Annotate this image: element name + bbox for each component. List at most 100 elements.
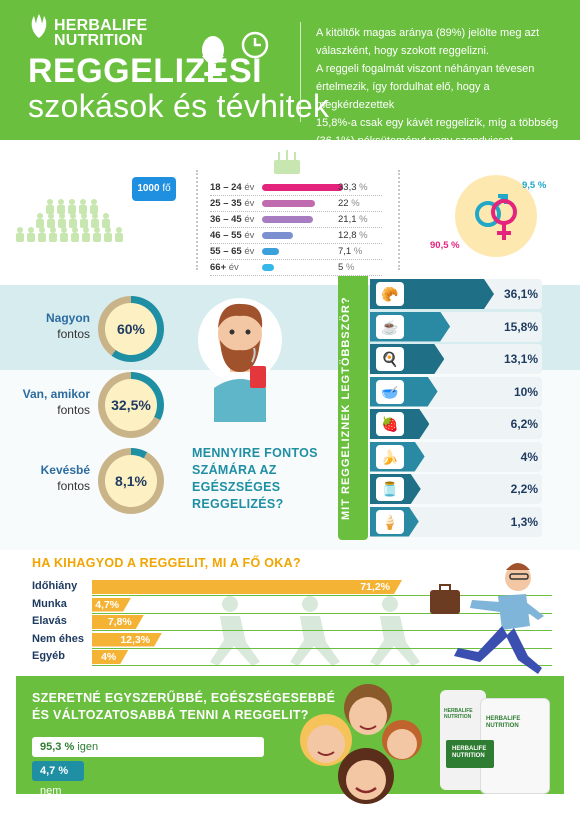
skip-question: HA KIHAGYOD A REGGELIT, MI A FŐ OKA? xyxy=(32,556,301,570)
breakfast-percentage: 13,1% xyxy=(503,352,538,366)
age-bar-track xyxy=(262,184,374,191)
pct-sign: % xyxy=(351,198,360,209)
age-pct-value: 22 xyxy=(338,198,349,209)
respondent-count-bubble: 1000 fő xyxy=(132,177,176,201)
age-unit: év xyxy=(228,262,239,273)
age-percentage: 12,8 % xyxy=(338,230,368,241)
pct-sign: % xyxy=(359,230,368,241)
age-range-text: 25 – 35 xyxy=(210,198,242,209)
age-percentage: 22 % xyxy=(338,198,360,209)
smiling-people-group-illustration xyxy=(300,684,422,804)
product-label-band xyxy=(446,740,494,768)
age-percentage: 7,1 % xyxy=(338,246,362,257)
header-divider xyxy=(300,22,301,122)
logo-line1: HERBALIFE xyxy=(54,17,148,34)
importance-label: Van, amikor fontos xyxy=(20,386,90,418)
age-range: 55 – 65 év xyxy=(210,246,254,257)
age-range-text: 36 – 45 xyxy=(210,214,242,225)
age-row: 55 – 65 év 7,1 % xyxy=(210,244,382,260)
age-pct-value: 33,3 xyxy=(338,182,357,193)
cereal-bowl-icon: 🥣 xyxy=(376,379,404,404)
age-range: 18 – 24 év xyxy=(210,182,254,193)
age-pct-value: 7,1 xyxy=(338,246,352,257)
importance-ring: 8,1% xyxy=(98,448,164,514)
product-logo-line: NUTRITION xyxy=(444,714,472,720)
age-unit: év xyxy=(244,198,255,209)
running-silhouettes-illustration xyxy=(210,596,420,666)
gender-circle xyxy=(455,175,537,257)
age-bar-track xyxy=(262,248,374,255)
skip-row-line xyxy=(92,665,552,666)
age-bar-track xyxy=(262,232,374,239)
skip-reason-label: Munka xyxy=(32,597,67,610)
brand-logo-text: HERBALIFE NUTRITION xyxy=(54,17,148,49)
age-bar xyxy=(262,216,314,223)
no-label: nem xyxy=(40,785,62,797)
skip-reason-percentage: 12,3% xyxy=(120,633,151,646)
breakfast-vertical-label: MIT REGGELIZNEK LEGTÖBBSZÖR? xyxy=(340,296,352,520)
breakfast-row: 🍓 6,2% xyxy=(370,409,542,439)
age-range-text: 66+ xyxy=(210,262,227,273)
breakfast-row: ☕ 15,8% xyxy=(370,311,542,342)
age-row: 18 – 24 év 33,3 % xyxy=(210,180,382,196)
skip-reason-label: Egyéb xyxy=(32,650,66,662)
section-divider xyxy=(196,170,198,270)
female-percentage: 90,5 % xyxy=(430,240,460,251)
page-title: REGGELIZÉSI xyxy=(28,52,263,90)
importance-question: MENNYIRE FONTOS SZÁMÁRA AZ EGÉSZSÉGES RE… xyxy=(192,445,318,513)
improve-breakfast-question: SZERETNÉ EGYSZERŰBBÉ, EGÉSZSÉGESEBBÉ ÉS … xyxy=(32,690,335,724)
product-logo-right: HERBALIFE NUTRITION xyxy=(486,716,520,730)
skip-row-line xyxy=(92,647,552,649)
breakfast-percentage: 4% xyxy=(520,449,538,464)
intro-line: (36,1%) péksüteményt vagy szendvicset. xyxy=(316,135,516,147)
header-banner xyxy=(0,0,580,140)
age-range-text: 18 – 24 xyxy=(210,182,242,193)
importance-label: Kevésbé fontos xyxy=(20,462,90,494)
breakfast-percentage: 10% xyxy=(513,384,538,399)
question-line: SZÁMÁRA AZ xyxy=(192,463,277,477)
breakfast-row: 🥣 10% xyxy=(370,376,542,407)
age-pct-value: 12,8 xyxy=(338,230,357,241)
male-percentage: 9,5 % xyxy=(522,180,547,191)
importance-label-bold: Nagyon xyxy=(45,311,90,325)
page-subtitle: szokások és tévhitek xyxy=(28,88,330,124)
importance-label: Nagyon fontos xyxy=(20,310,90,342)
skip-reason-percentage: 4,7% xyxy=(95,598,120,611)
yes-label: igen xyxy=(77,741,99,753)
age-row: 46 – 55 év 12,8 % xyxy=(210,228,382,244)
egg-cup-icon xyxy=(202,36,224,76)
pct-sign: % xyxy=(359,182,368,193)
breakfast-percentage: 6,2% xyxy=(510,417,538,431)
question-line: EGÉSZSÉGES xyxy=(192,480,281,494)
skip-reason-label: Időhiány xyxy=(32,580,78,592)
skip-reason-bar: 4% xyxy=(92,650,128,664)
shake-jar-icon: 🫙 xyxy=(376,477,404,501)
age-row: 36 – 45 év 21,1 % xyxy=(210,212,382,228)
skip-reason-label: Elavás xyxy=(32,615,67,627)
age-percentage: 5 % xyxy=(338,262,354,273)
skip-reason-bar: 12,3% xyxy=(92,633,162,647)
man-drinking-coffee-illustration xyxy=(198,298,282,422)
age-pct-value: 5 xyxy=(338,262,344,273)
age-bar-track xyxy=(262,264,374,271)
running-man-with-briefcase-illustration xyxy=(430,563,544,674)
fruit-icon: 🍌 xyxy=(376,444,404,469)
importance-label-rest: fontos xyxy=(57,327,90,341)
importance-value: 60% xyxy=(105,303,157,355)
breakfast-percentage: 36,1% xyxy=(503,287,538,301)
age-pct-value: 21,1 xyxy=(338,214,357,225)
breakfast-row: 🥐 36,1% xyxy=(370,279,542,309)
pct-sign: % xyxy=(353,246,363,257)
age-unit: év xyxy=(244,182,255,193)
pct-sign: % xyxy=(359,214,368,225)
product-logo-line: NUTRITION xyxy=(486,723,519,729)
skip-reason-bar: 4,7% xyxy=(92,598,131,612)
breakfast-percentage: 1,3% xyxy=(510,514,538,529)
yes-percentage: 95,3 % xyxy=(40,741,75,753)
skip-row-line xyxy=(92,612,552,614)
age-row: 25 – 35 év 22 % xyxy=(210,196,382,212)
intro-line: A kitöltők magas aránya (89%) jelölte me… xyxy=(316,27,540,39)
intro-line: értelmezik, így fordulhat elő, hogy a me… xyxy=(316,81,490,111)
product-logo-line: HERBALIFE xyxy=(452,746,487,752)
age-range: 36 – 45 év xyxy=(210,214,254,225)
